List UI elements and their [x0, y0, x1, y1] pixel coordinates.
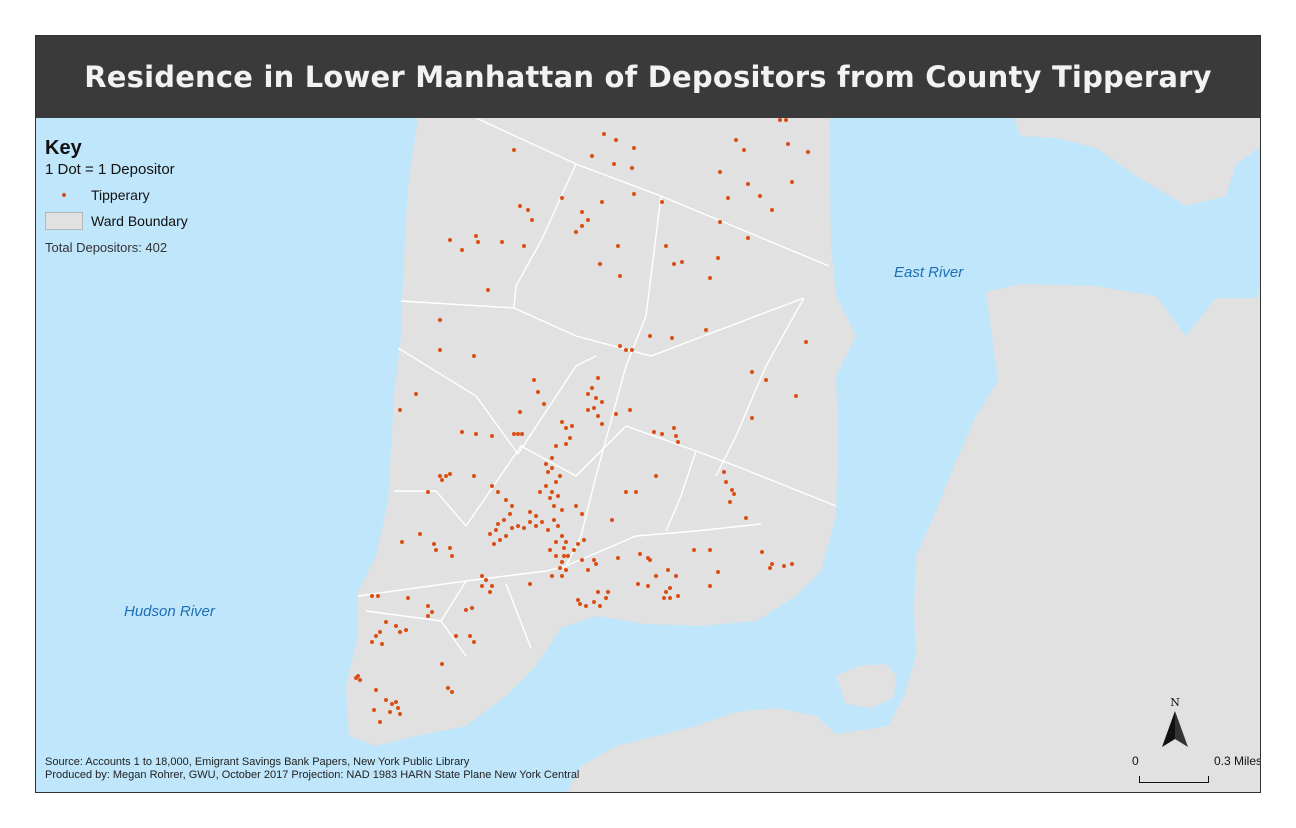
scale-end-label: 0.3 Miles — [1213, 754, 1261, 768]
legend-heading: Key — [45, 137, 82, 159]
brooklyn-landmass — [567, 282, 1260, 792]
polygon-symbol-icon — [45, 212, 83, 230]
north-label: N — [1170, 696, 1180, 709]
scale-bar-line — [1139, 776, 1209, 783]
ward-boundaries — [357, 117, 837, 657]
legend-dot-note: 1 Dot = 1 Depositor — [45, 161, 175, 178]
scale-bar: 0 0.3 Miles — [1132, 754, 1261, 784]
north-arrow: N — [1158, 696, 1192, 754]
legend-item-label: Tipperary — [91, 187, 150, 203]
legend: Key 1 Dot = 1 Depositor Tipperary Ward B… — [45, 136, 188, 255]
credits-line: Produced by: Megan Rohrer, GWU, October … — [45, 769, 580, 781]
scale-start-label: 0 — [1132, 754, 1139, 768]
map-title: Residence in Lower Manhattan of Deposito… — [84, 60, 1212, 94]
manhattan-landmass — [346, 118, 856, 746]
hudson-river-label: Hudson River — [124, 603, 215, 620]
legend-item-ward-boundary: Ward Boundary — [45, 212, 188, 230]
depositor-dots — [354, 118, 810, 724]
title-bar: Residence in Lower Manhattan of Deposito… — [36, 36, 1260, 118]
legend-item-label: Ward Boundary — [91, 213, 188, 229]
north-arrow-icon — [1162, 711, 1188, 747]
east-river-label: East River — [894, 264, 964, 281]
legend-item-tipperary: Tipperary — [45, 186, 188, 204]
map-canvas — [346, 117, 1260, 792]
east-river-channel — [1096, 147, 1260, 221]
map-frame: Residence in Lower Manhattan of Deposito… — [35, 35, 1261, 793]
source-note: Source: Accounts 1 to 18,000, Emigrant S… — [45, 756, 579, 782]
queens-landmass — [1014, 118, 1260, 206]
dot-symbol-icon — [45, 186, 83, 204]
total-depositors: Total Depositors: 402 — [45, 240, 168, 255]
governors-island — [836, 664, 896, 708]
source-line: Source: Accounts 1 to 18,000, Emigrant S… — [45, 756, 470, 768]
